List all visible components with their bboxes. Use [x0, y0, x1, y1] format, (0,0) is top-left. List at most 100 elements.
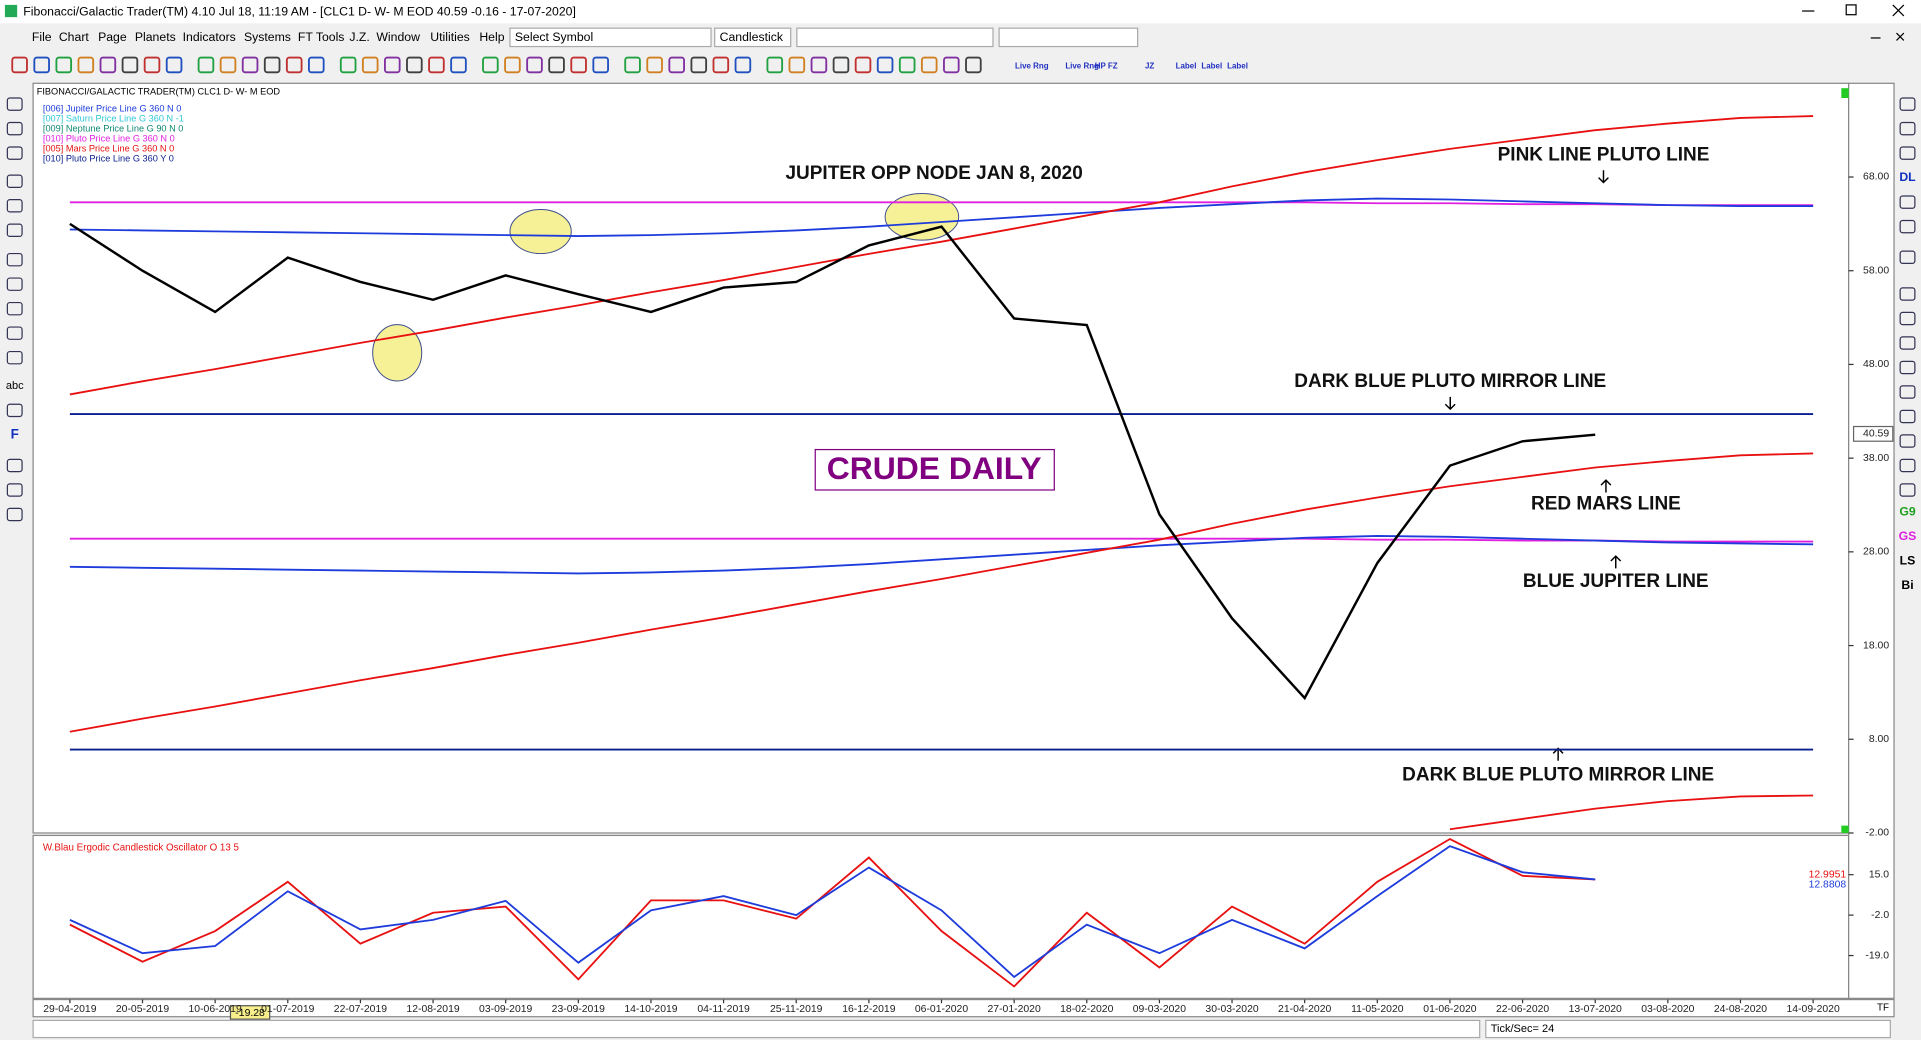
toolbar-label[interactable]: JZ [1145, 61, 1154, 70]
menu-item[interactable]: Help [479, 30, 504, 44]
toolbar-button[interactable] [504, 56, 521, 74]
toolbar-button[interactable] [548, 56, 565, 74]
tool-button[interactable] [1899, 336, 1916, 350]
toolbar-button[interactable] [668, 56, 685, 74]
menu-item[interactable]: Utilities [430, 30, 469, 44]
tool-button[interactable] [6, 199, 23, 213]
panel-handle[interactable] [1841, 825, 1849, 833]
tool-label[interactable]: LS [1900, 553, 1916, 567]
tool-button[interactable] [1899, 97, 1916, 111]
tool-label[interactable]: G9 [1899, 504, 1916, 518]
toolbar-button[interactable] [77, 56, 95, 74]
toolbar-button[interactable] [482, 56, 499, 74]
tool-button[interactable] [6, 223, 23, 238]
toolbar-button[interactable] [361, 56, 379, 74]
toolbar-button[interactable] [55, 56, 73, 74]
tool-button[interactable] [6, 174, 23, 189]
toolbar-button[interactable] [165, 56, 183, 74]
tool-button[interactable] [1899, 121, 1916, 136]
tool-button[interactable] [1899, 409, 1916, 424]
tool-button[interactable] [1899, 434, 1916, 448]
combo[interactable] [796, 27, 994, 48]
toolbar-button[interactable] [898, 56, 916, 74]
toolbar-label[interactable]: HP FZ [1095, 61, 1118, 70]
tool-button[interactable] [6, 301, 23, 316]
toolbar-button[interactable] [263, 56, 281, 74]
toolbar-button[interactable] [965, 56, 982, 74]
toolbar-button[interactable] [241, 56, 259, 74]
toolbar-button[interactable] [406, 56, 423, 74]
toolbar-button[interactable] [121, 56, 139, 74]
symbol-combo[interactable] [509, 27, 712, 48]
toolbar-button[interactable] [832, 56, 850, 74]
tool-button[interactable] [6, 252, 23, 267]
toolbar-label[interactable]: Label [1176, 61, 1197, 70]
tool-button[interactable] [1899, 195, 1916, 209]
toolbar-button[interactable] [876, 56, 894, 74]
toolbar-button[interactable] [920, 56, 938, 74]
tool-button[interactable] [1899, 287, 1916, 301]
toolbar-button[interactable] [766, 56, 784, 74]
tool-button[interactable] [1899, 360, 1916, 375]
corner-label[interactable]: TF [1877, 1003, 1889, 1014]
toolbar-button[interactable] [570, 56, 587, 74]
tool-button[interactable] [1899, 385, 1916, 399]
tool-button[interactable] [1899, 219, 1916, 234]
toolbar-button[interactable] [99, 56, 117, 74]
tool-button[interactable] [1899, 250, 1916, 264]
toolbar-button[interactable] [285, 56, 303, 74]
tool-button[interactable] [1899, 311, 1916, 326]
toolbar-button[interactable] [788, 56, 806, 74]
tool-button[interactable] [6, 350, 23, 365]
mdi-close[interactable] [1896, 32, 1905, 41]
toolbar-button[interactable] [143, 56, 161, 74]
tool-button[interactable] [1899, 483, 1916, 497]
menu-item[interactable]: File [32, 30, 52, 44]
toolbar-button[interactable] [646, 56, 663, 74]
close-button[interactable] [1892, 4, 1905, 17]
tool-button[interactable] [6, 326, 23, 340]
toolbar-label[interactable]: Label [1201, 61, 1222, 70]
style-combo[interactable] [714, 27, 792, 48]
tool-button[interactable] [1899, 146, 1916, 160]
toolbar-button[interactable] [624, 56, 641, 74]
tool-button[interactable] [6, 146, 23, 160]
tool-button[interactable] [1899, 458, 1916, 473]
panel-handle[interactable] [1841, 88, 1849, 98]
tool-button[interactable] [6, 97, 23, 111]
toolbar-button[interactable] [11, 56, 28, 74]
tool-label[interactable]: GS [1899, 529, 1917, 543]
toolbar-button[interactable] [384, 56, 401, 74]
toolbar-button[interactable] [33, 56, 50, 74]
toolbar-button[interactable] [339, 56, 357, 74]
toolbar-button[interactable] [526, 56, 543, 74]
tool-button[interactable] [6, 403, 23, 418]
toolbar-label[interactable]: Live Rng [1065, 61, 1099, 70]
toolbar-button[interactable] [854, 56, 872, 74]
toolbar-button[interactable] [810, 56, 828, 74]
toolbar-button[interactable] [428, 56, 445, 74]
restore-button[interactable] [1845, 4, 1857, 16]
tool-label[interactable]: F [11, 426, 19, 441]
menu-item[interactable]: J.Z. [349, 30, 369, 44]
combo[interactable] [998, 27, 1139, 48]
toolbar-button[interactable] [690, 56, 708, 74]
menu-item[interactable]: Chart [59, 30, 90, 44]
menu-item[interactable]: Planets [135, 30, 176, 44]
toolbar-button[interactable] [592, 56, 609, 74]
toolbar-button[interactable] [197, 56, 215, 74]
toolbar-button[interactable] [712, 56, 730, 74]
toolbar-label[interactable]: Label [1227, 61, 1248, 70]
tool-button[interactable] [6, 507, 23, 522]
tool-button[interactable] [6, 483, 23, 497]
toolbar-button[interactable] [219, 56, 237, 74]
tool-label[interactable]: Bi [1901, 578, 1913, 592]
tool-label[interactable]: abc [6, 380, 24, 392]
toolbar-button[interactable] [450, 56, 467, 74]
toolbar-button[interactable] [734, 56, 752, 74]
tool-button[interactable] [6, 121, 23, 136]
tool-button[interactable] [6, 277, 23, 291]
tool-button[interactable] [6, 458, 23, 473]
menu-item[interactable]: Page [98, 30, 127, 44]
menu-item[interactable]: Indicators [183, 30, 236, 44]
